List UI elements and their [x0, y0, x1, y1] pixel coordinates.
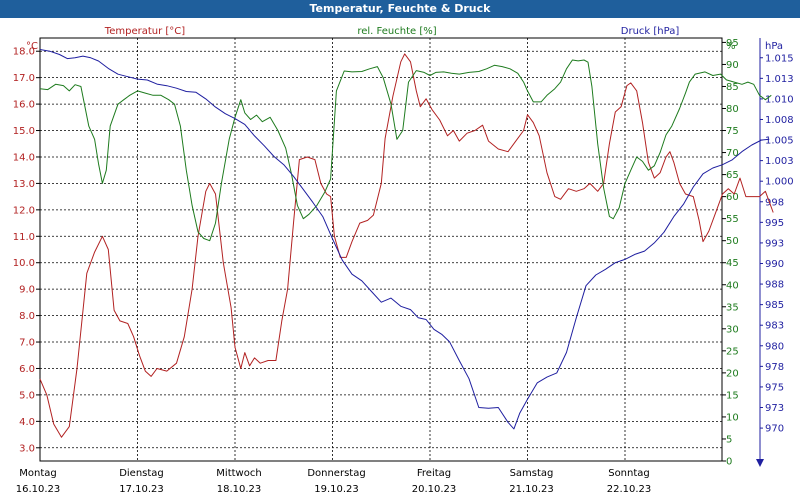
humidity-tick-label: 80	[726, 104, 739, 115]
humidity-tick-label: 70	[726, 148, 739, 159]
pressure-tick-label: 973	[765, 403, 784, 414]
humidity-tick-label: 10	[726, 412, 739, 423]
temperature-tick-label: 6.0	[19, 364, 35, 375]
pressure-unit-label: hPa	[765, 41, 783, 52]
temperature-tick-label: 16.0	[13, 100, 35, 111]
x-tick-date-label: 22.10.23	[607, 484, 652, 495]
series-label-temperature: Temperatur [°C]	[104, 26, 185, 37]
temperature-tick-label: 5.0	[19, 390, 35, 401]
temperature-tick-label: 9.0	[19, 285, 35, 296]
x-tick-date-label: 21.10.23	[509, 484, 554, 495]
humidity-tick-label: 85	[726, 82, 739, 93]
pressure-axis-arrow	[756, 459, 764, 467]
pressure-tick-label: 1.010	[765, 94, 794, 105]
x-tick-day-label: Montag	[19, 468, 56, 479]
x-tick-day-label: Donnerstag	[307, 468, 365, 479]
humidity-tick-label: 25	[726, 346, 739, 357]
pressure-tick-label: 970	[765, 424, 784, 435]
pressure-tick-label: 995	[765, 218, 784, 229]
pressure-tick-label: 988	[765, 280, 784, 291]
pressure-tick-label: 1.005	[765, 136, 794, 147]
plot-area	[39, 37, 723, 462]
x-tick-day-label: Samstag	[510, 468, 554, 479]
temperature-tick-label: 3.0	[19, 443, 35, 454]
pressure-tick-label: 1.015	[765, 53, 794, 64]
humidity-tick-label: 50	[726, 236, 739, 247]
temperature-tick-label: 13.0	[13, 179, 35, 190]
series-line-temperature	[39, 53, 774, 438]
humidity-tick-label: 5	[726, 434, 732, 445]
x-tick-day-label: Dienstag	[119, 468, 164, 479]
x-tick-date-label: 20.10.23	[412, 484, 457, 495]
pressure-tick-label: 990	[765, 259, 784, 270]
temperature-tick-label: 15.0	[13, 126, 35, 137]
humidity-tick-label: 20	[726, 368, 739, 379]
humidity-tick-label: 30	[726, 324, 739, 335]
x-tick-day-label: Mittwoch	[216, 468, 261, 479]
series-line-pressure	[39, 49, 770, 430]
pressure-tick-label: 980	[765, 341, 784, 352]
temperature-tick-label: 7.0	[19, 338, 35, 349]
temperature-tick-label: 10.0	[13, 258, 35, 269]
pressure-tick-label: 993	[765, 238, 784, 249]
x-tick-date-label: 16.10.23	[16, 484, 61, 495]
x-tick-date-label: 19.10.23	[314, 484, 359, 495]
chart-title: Temperatur, Feuchte & Druck	[0, 0, 800, 18]
x-tick-day-label: Sonntag	[608, 468, 650, 479]
temperature-tick-label: 18.0	[13, 47, 35, 58]
pressure-tick-label: 1.003	[765, 156, 794, 167]
humidity-unit-label: %	[726, 41, 736, 52]
pressure-tick-label: 975	[765, 382, 784, 393]
humidity-tick-label: 65	[726, 170, 739, 181]
temperature-tick-label: 12.0	[13, 205, 35, 216]
x-tick-day-label: Freitag	[417, 468, 451, 479]
pressure-tick-label: 985	[765, 300, 784, 311]
pressure-tick-label: 978	[765, 362, 784, 373]
series-label-pressure: Druck [hPa]	[621, 26, 680, 37]
humidity-tick-label: 0	[726, 457, 732, 468]
temperature-tick-label: 11.0	[13, 232, 35, 243]
humidity-tick-label: 90	[726, 60, 739, 71]
pressure-tick-label: 1.008	[765, 115, 794, 126]
series-label-humidity: rel. Feuchte [%]	[357, 26, 436, 37]
humidity-tick-label: 55	[726, 214, 739, 225]
humidity-tick-label: 40	[726, 280, 739, 291]
humidity-tick-label: 60	[726, 192, 739, 203]
temperature-tick-label: 14.0	[13, 152, 35, 163]
temperature-tick-label: 4.0	[19, 417, 35, 428]
humidity-tick-label: 45	[726, 258, 739, 269]
pressure-tick-label: 1.000	[765, 177, 794, 188]
temperature-tick-label: 17.0	[13, 73, 35, 84]
humidity-tick-label: 15	[726, 390, 739, 401]
humidity-tick-label: 75	[726, 126, 739, 137]
temperature-unit-label: °C	[26, 41, 38, 52]
pressure-tick-label: 1.013	[765, 74, 794, 85]
temperature-tick-label: 8.0	[19, 311, 35, 322]
humidity-tick-label: 95	[726, 38, 739, 49]
x-tick-date-label: 17.10.23	[119, 484, 164, 495]
pressure-tick-label: 998	[765, 197, 784, 208]
x-tick-date-label: 18.10.23	[217, 484, 262, 495]
pressure-tick-label: 983	[765, 321, 784, 332]
humidity-tick-label: 35	[726, 302, 739, 313]
series-line-humidity	[39, 59, 772, 242]
